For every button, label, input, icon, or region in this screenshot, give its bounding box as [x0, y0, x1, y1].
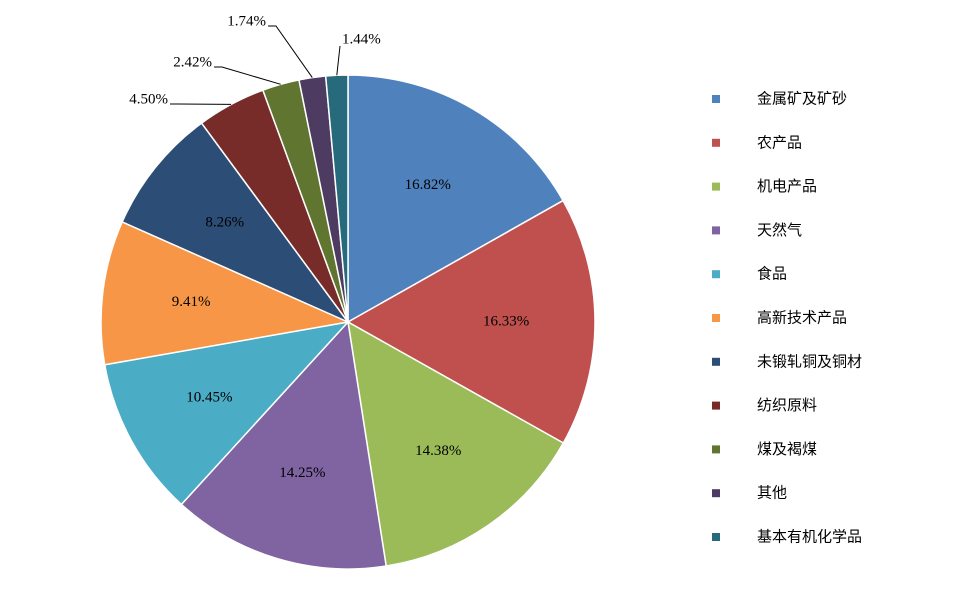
pie-slice	[121, 122, 351, 324]
legend-label: 纺织原料	[757, 396, 817, 414]
slice-value-label: 1.74%	[227, 13, 266, 29]
slice-value-label: 2.42%	[173, 54, 212, 70]
legend-swatch	[712, 445, 720, 454]
leader-lines	[170, 25, 341, 105]
slice-value-label: 14.25%	[279, 465, 325, 481]
legend-label: 机电产品	[757, 177, 817, 195]
legend-label: 高新技术产品	[757, 309, 847, 327]
legend: 金属矿及矿砂农产品机电产品天然气食品高新技术产品未锻轧铜及铜材纺织原料煤及褐煤其…	[712, 90, 862, 546]
slice-value-label: 16.33%	[483, 313, 529, 329]
pie-slice	[103, 320, 351, 506]
slice-value-label: 1.44%	[342, 31, 381, 47]
slice-value-label: 10.45%	[186, 390, 232, 406]
legend-swatch	[712, 489, 720, 498]
pie-slice	[346, 199, 596, 445]
legend-swatch	[712, 95, 720, 103]
legend-swatch	[712, 226, 720, 235]
legend-swatch	[712, 357, 720, 366]
legend-swatch	[712, 533, 720, 541]
leader-line	[268, 25, 313, 78]
legend-swatch	[712, 401, 720, 410]
slice-value-label: 4.50%	[129, 91, 168, 107]
legend-label: 煤及褐煤	[757, 440, 817, 458]
legend-label: 食品	[757, 265, 787, 283]
slice-value-label: 9.41%	[172, 294, 211, 310]
slice-value-label: 16.82%	[405, 177, 451, 193]
legend-swatch	[712, 314, 720, 322]
legend-swatch	[712, 138, 720, 147]
legend-label: 天然气	[757, 221, 802, 239]
pie-slice	[180, 320, 388, 570]
pie-slice	[347, 74, 565, 324]
pie-slice	[100, 220, 351, 366]
pie-slice	[347, 320, 565, 567]
legend-swatch	[712, 270, 720, 279]
legend-label: 农产品	[757, 133, 802, 151]
legend-swatch	[712, 182, 720, 191]
slice-value-label: 14.38%	[415, 443, 461, 459]
legend-label: 金属矿及矿砂	[757, 90, 847, 108]
leader-line	[214, 66, 281, 85]
legend-label: 未锻轧铜及铜材	[757, 352, 862, 370]
slice-value-label: 8.26%	[205, 214, 244, 230]
slice-labels: 16.82% 16.33% 14.38% 14.25% 10.45% 9.41% 8.26%…	[129, 13, 529, 480]
legend-label: 其他	[757, 484, 787, 502]
legend-label: 基本有机化学品	[757, 528, 862, 546]
leader-line	[336, 45, 341, 76]
pie-slices	[100, 74, 596, 570]
